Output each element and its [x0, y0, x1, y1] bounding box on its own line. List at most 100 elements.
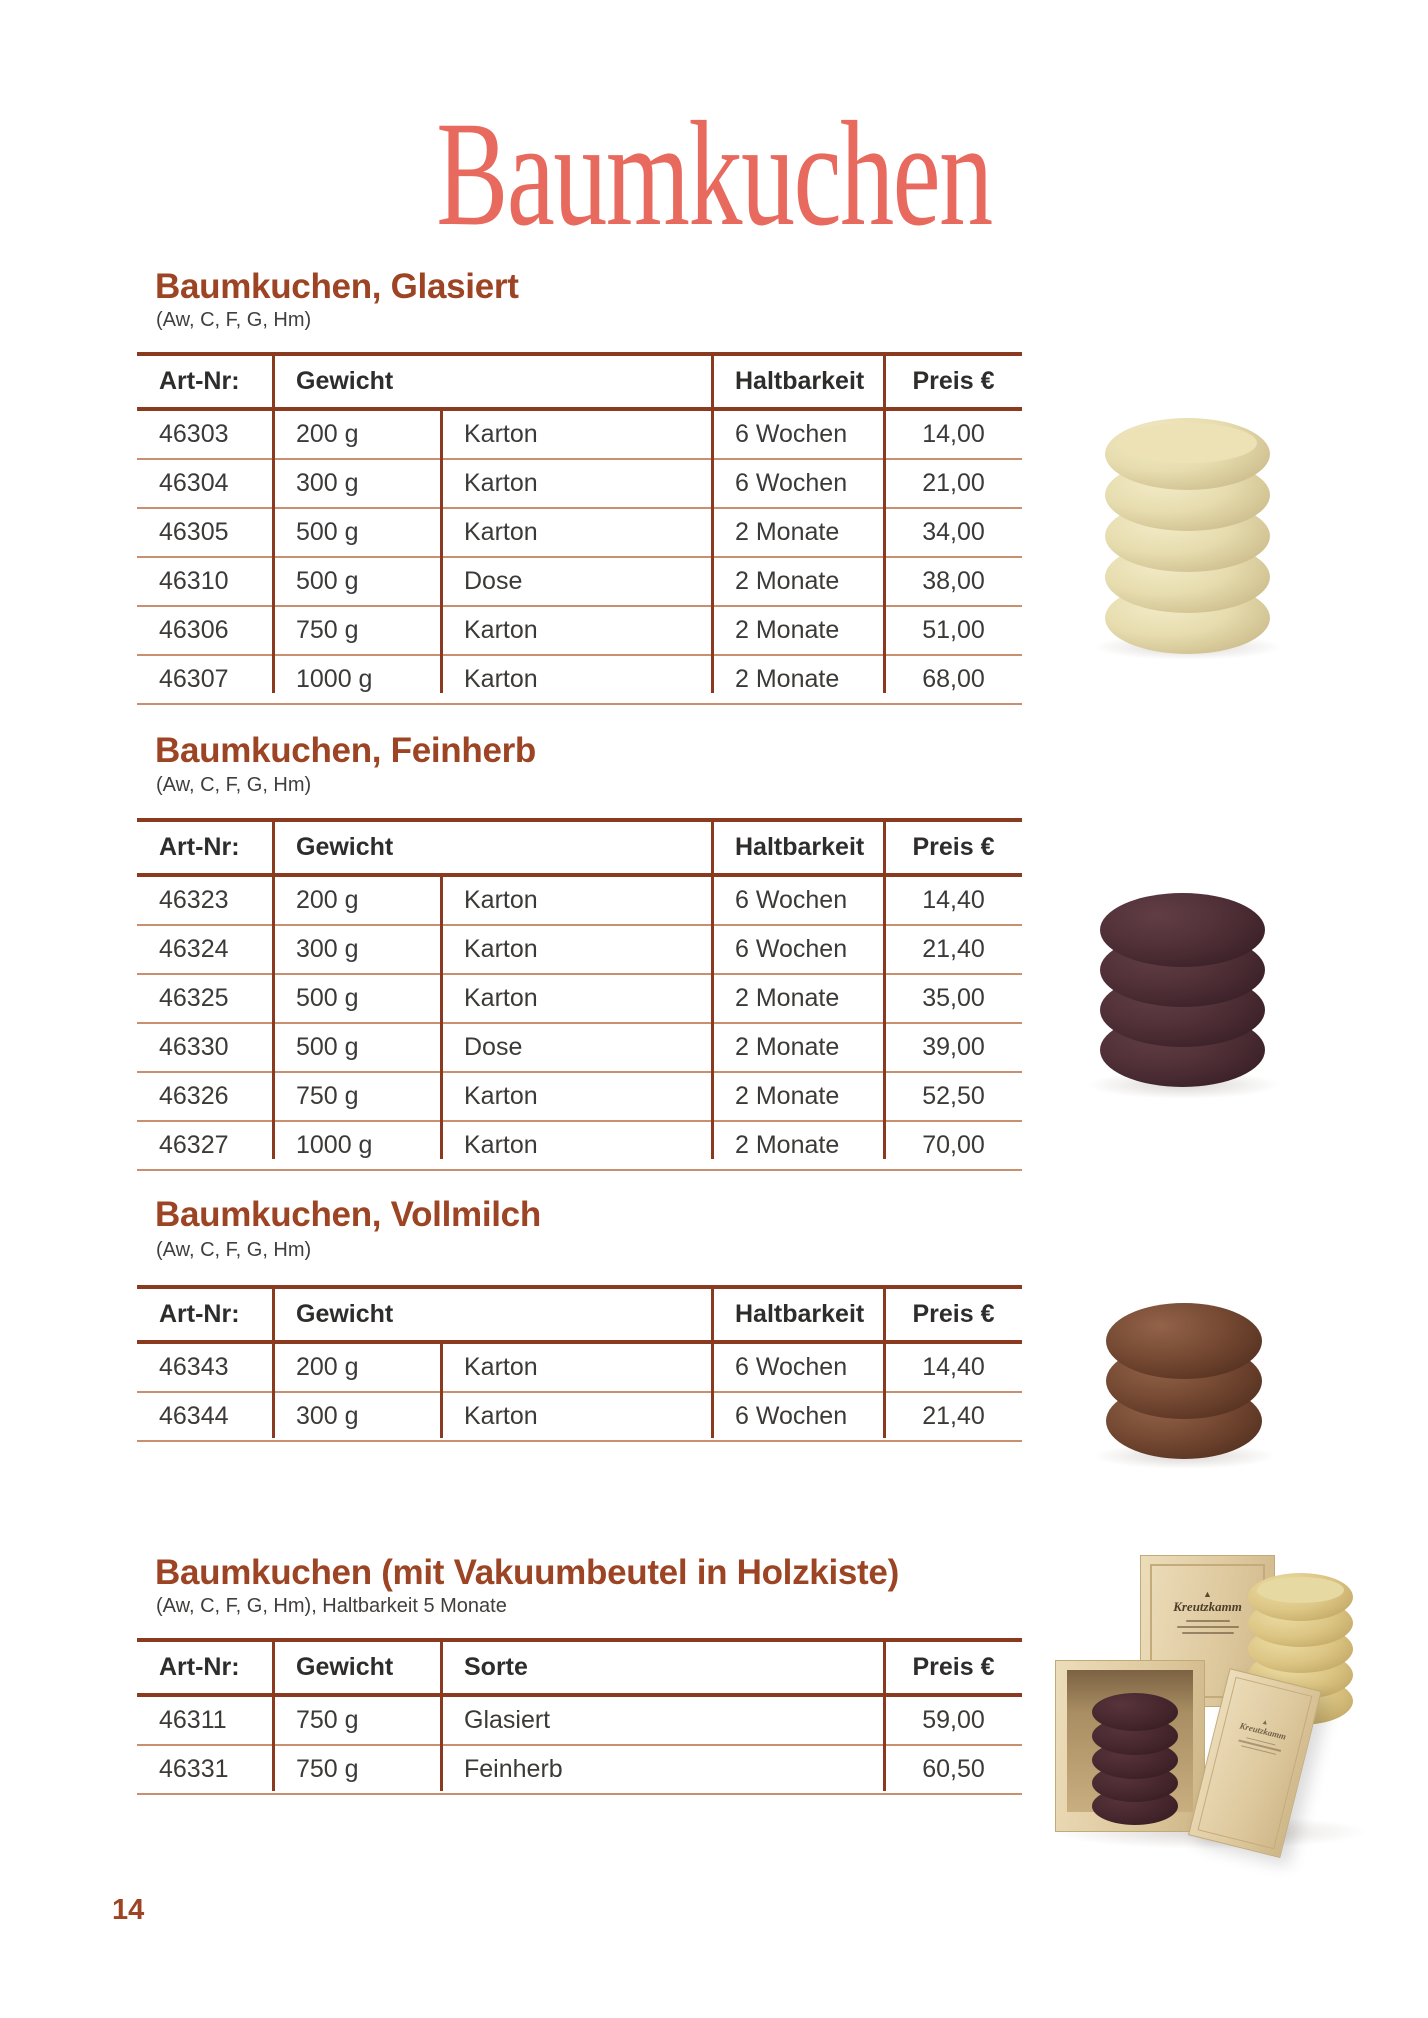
weight-cell: 300 g: [296, 1402, 359, 1430]
product-photo-holzkiste: ▲ Kreutzkamm: [1040, 1545, 1390, 1858]
weight-cell: 1000 g: [296, 1131, 373, 1159]
cake-hole: [1165, 431, 1209, 445]
column-header-gewicht: Gewicht: [296, 1300, 394, 1328]
table-row: 46303 200 g Karton 6 Wochen 14,00: [137, 411, 1022, 460]
column-header-preis: Preis €: [912, 833, 995, 861]
boxed-glazed-cake: [1248, 1573, 1353, 1725]
wooden-box-front: [1055, 1660, 1205, 1832]
column-header-preis: Preis €: [912, 1653, 995, 1681]
section-heading-glasiert: Baumkuchen, Glasiert: [155, 267, 519, 306]
packaging-cell: Dose: [464, 1033, 523, 1061]
packaging-cell: Dose: [464, 567, 523, 595]
weight-cell: 750 g: [296, 1706, 359, 1734]
product-photo-vollmilch: [1092, 1303, 1277, 1469]
shelf-life-cell: 2 Monate: [735, 984, 840, 1012]
weight-cell: 200 g: [296, 1353, 359, 1381]
art-nr-cell: 46305: [159, 518, 229, 546]
shelf-life-cell: 2 Monate: [735, 1033, 840, 1061]
column-divider: [711, 352, 714, 693]
weight-cell: 200 g: [296, 886, 359, 914]
table-row: 46310 500 g Dose 2 Monate 38,00: [137, 558, 1022, 607]
price-cell: 21,00: [922, 469, 985, 497]
table-header-row: Art-Nr: Gewicht Sorte Preis €: [137, 1638, 1022, 1697]
column-divider: [711, 1285, 714, 1438]
allergen-note-vollmilch: (Aw, C, F, G, Hm): [156, 1239, 312, 1261]
column-header-art-nr: Art-Nr:: [159, 833, 240, 861]
packaging-cell: Karton: [464, 1082, 538, 1110]
column-header-gewicht: Gewicht: [296, 367, 394, 395]
shelf-life-cell: 2 Monate: [735, 616, 840, 644]
section-heading-vollmilch: Baumkuchen, Vollmilch: [155, 1195, 541, 1234]
variety-cell: Feinherb: [464, 1755, 563, 1783]
column-divider: [272, 818, 275, 1159]
logo-flourish: [1181, 1631, 1234, 1634]
column-divider: [272, 352, 275, 693]
table-row: 46325 500 g Karton 2 Monate 35,00: [137, 975, 1022, 1024]
shelf-life-cell: 2 Monate: [735, 567, 840, 595]
column-header-sorte: Sorte: [464, 1653, 528, 1681]
column-divider: [440, 411, 443, 693]
price-cell: 38,00: [922, 567, 985, 595]
column-header-preis: Preis €: [912, 1300, 995, 1328]
packaging-cell: Karton: [464, 1353, 538, 1381]
table-row: 46326 750 g Karton 2 Monate 52,50: [137, 1073, 1022, 1122]
column-header-haltbarkeit: Haltbarkeit: [735, 1300, 865, 1328]
art-nr-cell: 46303: [159, 420, 229, 448]
art-nr-cell: 46325: [159, 984, 229, 1012]
shelf-life-cell: 6 Wochen: [735, 935, 848, 963]
art-nr-cell: 46324: [159, 935, 229, 963]
shelf-life-cell: 2 Monate: [735, 518, 840, 546]
column-divider: [883, 1285, 886, 1438]
box-logo-name: Kreutzkamm: [1173, 1599, 1242, 1614]
packaging-cell: Karton: [464, 616, 538, 644]
table-header-row: Art-Nr: Gewicht Haltbarkeit Preis €: [137, 1285, 1022, 1344]
art-nr-cell: 46310: [159, 567, 229, 595]
boxed-dark-cake: [1092, 1693, 1178, 1825]
column-divider: [440, 1638, 443, 1791]
weight-cell: 500 g: [296, 1033, 359, 1061]
box-logo: ▲ Kreutzkamm: [1141, 1590, 1274, 1634]
cake-ring: [1100, 893, 1265, 967]
shelf-life-cell: 6 Wochen: [735, 469, 848, 497]
product-table-vollmilch: Art-Nr: Gewicht Haltbarkeit Preis € 4634…: [137, 1285, 1022, 1442]
column-divider: [883, 352, 886, 693]
product-table-feinherb: Art-Nr: Gewicht Haltbarkeit Preis € 4632…: [137, 818, 1022, 1171]
cake-top-surface: [1118, 423, 1257, 463]
weight-cell: 300 g: [296, 935, 359, 963]
cake-ring: [1092, 1693, 1178, 1731]
logo-flourish: [1185, 1619, 1230, 1622]
price-cell: 51,00: [922, 616, 985, 644]
price-cell: 70,00: [922, 1131, 985, 1159]
packaging-cell: Karton: [464, 886, 538, 914]
price-cell: 14,00: [922, 420, 985, 448]
weight-cell: 750 g: [296, 1755, 359, 1783]
price-cell: 68,00: [922, 665, 985, 693]
cake-top-surface: [1257, 1577, 1344, 1603]
allergen-note-glasiert: (Aw, C, F, G, Hm): [156, 309, 312, 331]
art-nr-cell: 46307: [159, 665, 229, 693]
column-divider: [883, 818, 886, 1159]
allergen-note-holzkiste: (Aw, C, F, G, Hm), Haltbarkeit 5 Monate: [156, 1595, 507, 1617]
table-row: 46324 300 g Karton 6 Wochen 21,40: [137, 926, 1022, 975]
column-header-art-nr: Art-Nr:: [159, 1653, 240, 1681]
column-header-art-nr: Art-Nr:: [159, 367, 240, 395]
packaging-cell: Karton: [464, 1131, 538, 1159]
variety-cell: Glasiert: [464, 1706, 551, 1734]
logo-flourish: [1176, 1625, 1239, 1628]
weight-cell: 500 g: [296, 984, 359, 1012]
shelf-life-cell: 6 Wochen: [735, 1353, 848, 1381]
section-heading-holzkiste: Baumkuchen (mit Vakuumbeutel in Holzkist…: [155, 1553, 899, 1592]
section-heading-feinherb: Baumkuchen, Feinherb: [155, 731, 537, 770]
table-row: 46331 750 g Feinherb 60,50: [137, 1746, 1022, 1795]
table-row: 46327 1000 g Karton 2 Monate 70,00: [137, 1122, 1022, 1171]
table-row: 46343 200 g Karton 6 Wochen 14,40: [137, 1344, 1022, 1393]
column-divider: [440, 877, 443, 1159]
art-nr-cell: 46330: [159, 1033, 229, 1061]
packaging-cell: Karton: [464, 665, 538, 693]
column-divider: [272, 1638, 275, 1791]
art-nr-cell: 46344: [159, 1402, 229, 1430]
column-header-gewicht: Gewicht: [296, 833, 394, 861]
table-row: 46323 200 g Karton 6 Wochen 14,40: [137, 877, 1022, 926]
packaging-cell: Karton: [464, 1402, 538, 1430]
shelf-life-cell: 6 Wochen: [735, 420, 848, 448]
